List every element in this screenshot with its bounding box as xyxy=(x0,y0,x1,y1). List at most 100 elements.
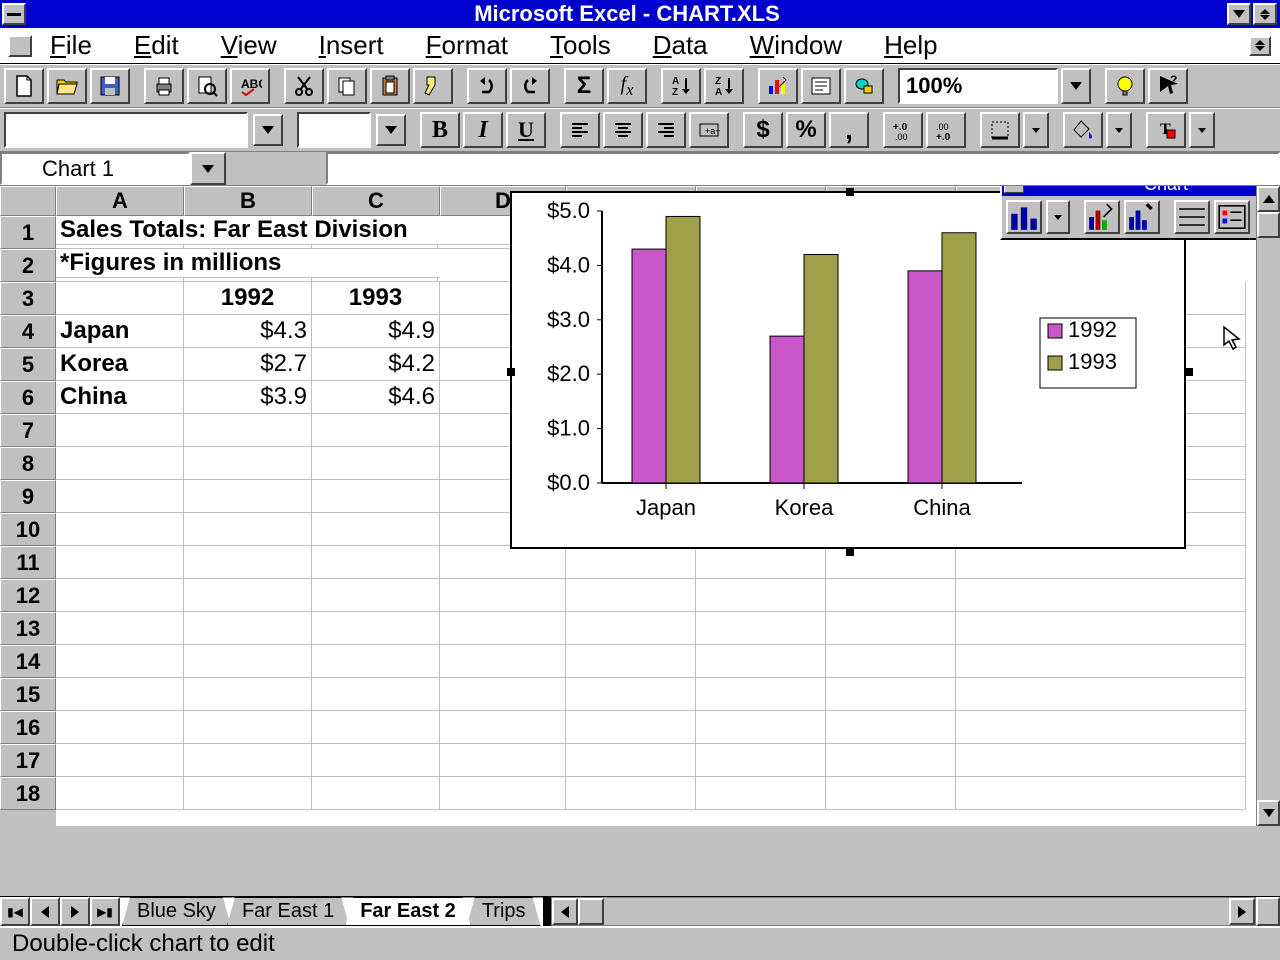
sheet-tab[interactable]: Blue Sky xyxy=(122,897,231,926)
comma-icon[interactable]: , xyxy=(829,112,869,148)
embedded-chart[interactable]: $0.0$1.0$2.0$3.0$4.0$5.0JapanKoreaChina1… xyxy=(510,191,1186,549)
scroll-right-icon[interactable] xyxy=(1229,898,1255,925)
row-header[interactable]: 14 xyxy=(0,645,56,678)
cell[interactable] xyxy=(566,579,696,612)
currency-icon[interactable]: $ xyxy=(743,112,783,148)
cell[interactable] xyxy=(56,744,184,777)
menu-window[interactable]: Window xyxy=(750,30,842,61)
hscroll-thumb[interactable] xyxy=(578,898,604,925)
column-header[interactable]: B xyxy=(184,186,312,216)
column-header[interactable]: C xyxy=(312,186,440,216)
cell[interactable] xyxy=(440,579,566,612)
cell[interactable] xyxy=(312,513,440,546)
row-header[interactable]: 7 xyxy=(0,414,56,447)
cell[interactable] xyxy=(312,612,440,645)
cell[interactable] xyxy=(566,645,696,678)
cell[interactable] xyxy=(826,612,956,645)
chart-type-icon[interactable] xyxy=(1006,200,1042,234)
cell[interactable] xyxy=(312,711,440,744)
sheet-tab[interactable]: Far East 1 xyxy=(227,897,349,926)
cell[interactable] xyxy=(56,612,184,645)
tab-nav-next-icon[interactable] xyxy=(60,897,90,926)
menu-tools[interactable]: Tools xyxy=(550,30,611,61)
cell[interactable] xyxy=(312,546,440,579)
row-header[interactable]: 17 xyxy=(0,744,56,777)
row-header[interactable]: 2 xyxy=(0,249,56,282)
chart-wizard-icon[interactable] xyxy=(758,68,798,104)
formula-bar[interactable] xyxy=(326,152,1280,185)
row-header[interactable]: 16 xyxy=(0,711,56,744)
menu-insert[interactable]: Insert xyxy=(319,30,384,61)
zoom-dropdown-icon[interactable] xyxy=(1061,68,1091,104)
percent-icon[interactable]: % xyxy=(786,112,826,148)
cell[interactable]: Korea xyxy=(56,348,184,381)
cell[interactable] xyxy=(56,282,184,315)
cell[interactable] xyxy=(956,645,1246,678)
bold-button[interactable]: B xyxy=(420,112,460,148)
align-center-icon[interactable] xyxy=(603,112,643,148)
cell[interactable] xyxy=(312,447,440,480)
cell[interactable] xyxy=(440,645,566,678)
cell[interactable] xyxy=(312,480,440,513)
cell[interactable]: $4.9 xyxy=(312,315,440,348)
menu-file[interactable]: File xyxy=(50,30,92,61)
chart-toolbar[interactable]: Chart xyxy=(1000,186,1280,240)
cell[interactable] xyxy=(184,678,312,711)
legend-icon[interactable] xyxy=(1214,200,1250,234)
cell[interactable] xyxy=(56,645,184,678)
menu-edit[interactable]: Edit xyxy=(134,30,179,61)
minimize-button[interactable] xyxy=(1227,3,1251,25)
cell[interactable] xyxy=(56,546,184,579)
system-menu-icon[interactable] xyxy=(2,3,26,25)
cell[interactable]: $4.3 xyxy=(184,315,312,348)
align-right-icon[interactable] xyxy=(646,112,686,148)
row-header[interactable]: 13 xyxy=(0,612,56,645)
cell[interactable] xyxy=(440,744,566,777)
chart-type-dropdown-icon[interactable] xyxy=(1046,200,1070,234)
cell[interactable] xyxy=(312,777,440,810)
row-header[interactable]: 18 xyxy=(0,777,56,810)
cell[interactable] xyxy=(184,579,312,612)
italic-button[interactable]: I xyxy=(463,112,503,148)
maximize-button[interactable] xyxy=(1253,3,1277,25)
horizontal-gridlines-icon[interactable] xyxy=(1174,200,1210,234)
row-header[interactable]: 11 xyxy=(0,546,56,579)
sheet-tab[interactable]: Trips xyxy=(467,897,541,926)
cell[interactable] xyxy=(826,678,956,711)
cell[interactable] xyxy=(956,711,1246,744)
paste-icon[interactable] xyxy=(370,68,410,104)
cell[interactable] xyxy=(440,711,566,744)
cell[interactable]: 1993 xyxy=(312,282,440,315)
font-name-dropdown-icon[interactable] xyxy=(253,114,283,146)
fill-color-dropdown-icon[interactable] xyxy=(1106,112,1132,148)
cell[interactable] xyxy=(56,480,184,513)
tip-wizard-icon[interactable] xyxy=(1105,68,1145,104)
cell[interactable] xyxy=(956,579,1246,612)
vscroll-thumb[interactable] xyxy=(1257,212,1280,238)
align-left-icon[interactable] xyxy=(560,112,600,148)
cell[interactable] xyxy=(56,414,184,447)
borders-dropdown-icon[interactable] xyxy=(1023,112,1049,148)
copy-icon[interactable] xyxy=(327,68,367,104)
cell[interactable] xyxy=(56,777,184,810)
decrease-decimal-icon[interactable]: .00+.0 xyxy=(926,112,966,148)
cell[interactable] xyxy=(184,480,312,513)
cell[interactable] xyxy=(696,777,826,810)
tab-nav-prev-icon[interactable] xyxy=(30,897,60,926)
cell[interactable] xyxy=(440,612,566,645)
cell[interactable] xyxy=(696,612,826,645)
name-box-dropdown-icon[interactable] xyxy=(190,152,226,185)
selection-handle[interactable] xyxy=(846,188,854,196)
tab-nav-first-icon[interactable]: ▮◀ xyxy=(0,897,30,926)
cell[interactable] xyxy=(56,711,184,744)
font-size-dropdown-icon[interactable] xyxy=(376,114,406,146)
row-header[interactable]: 1 xyxy=(0,216,56,249)
selection-handle[interactable] xyxy=(846,548,854,556)
cell[interactable] xyxy=(566,612,696,645)
cell[interactable] xyxy=(566,711,696,744)
cell[interactable] xyxy=(312,744,440,777)
font-color-dropdown-icon[interactable] xyxy=(1189,112,1215,148)
merge-center-icon[interactable]: +a+ xyxy=(689,112,729,148)
cell[interactable] xyxy=(56,678,184,711)
format-painter-icon[interactable] xyxy=(413,68,453,104)
